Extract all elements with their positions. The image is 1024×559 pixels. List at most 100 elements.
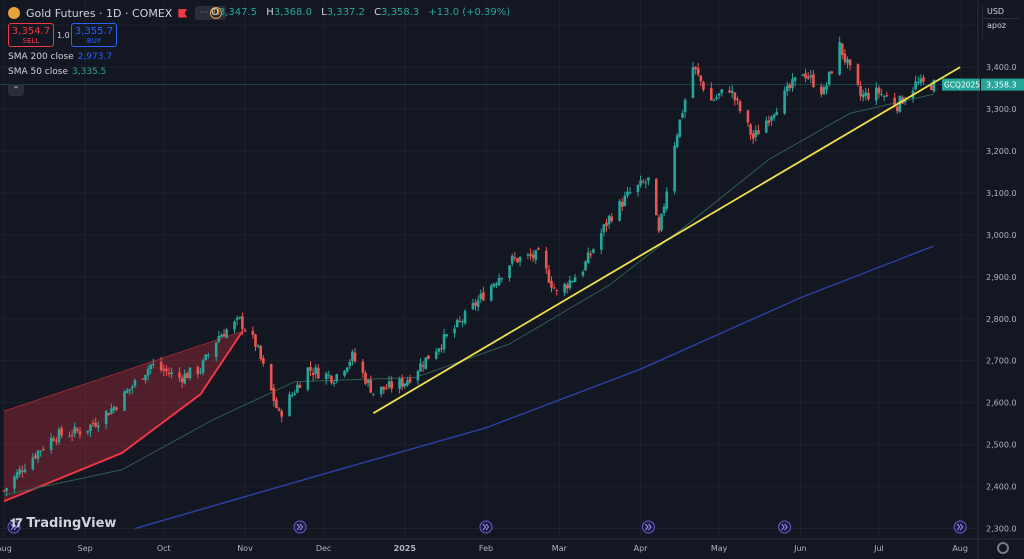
sell-price: 3,354.7 <box>11 26 51 37</box>
candle-body <box>859 86 862 97</box>
candle-body <box>97 425 100 428</box>
x-tick-label: Sep <box>78 544 93 553</box>
sma200-line <box>134 245 935 530</box>
sell-button[interactable]: 3,354.7 SELL <box>8 23 54 47</box>
candle-body <box>471 303 475 309</box>
candle-body <box>259 345 263 360</box>
candle-body <box>152 364 155 366</box>
candle-body <box>885 95 889 97</box>
y-tick-label: 2,600.0 <box>986 399 1017 408</box>
candle-body <box>31 457 35 470</box>
candle-body <box>639 180 642 186</box>
currency-menu[interactable]: USD apoz <box>982 5 1019 39</box>
event-marker-arrows <box>10 523 18 531</box>
candle-body <box>427 355 430 360</box>
candle-body <box>903 99 907 103</box>
high-value: 3,368.0 <box>273 7 312 18</box>
candle-body <box>492 283 496 287</box>
sma50-legend[interactable]: SMA 50 close 3,335.5 <box>8 67 106 77</box>
candle-body <box>314 367 318 374</box>
x-tick-label: Aug <box>952 544 968 553</box>
candle-body <box>73 426 77 434</box>
candle-body <box>736 98 739 101</box>
candle-body <box>893 97 896 106</box>
candle-body <box>767 120 771 123</box>
candle-body <box>783 90 786 114</box>
candle-body <box>584 261 587 271</box>
candle-body <box>180 378 184 383</box>
candle-body <box>749 124 752 135</box>
interval-pill[interactable]: ⋯ D <box>195 6 227 20</box>
candle-body <box>34 455 37 458</box>
candle-body <box>751 133 755 139</box>
candle-body <box>712 99 716 101</box>
candle-body <box>801 74 805 77</box>
candle-body <box>167 373 171 375</box>
sma50-value: 3,335.5 <box>72 67 107 77</box>
tradingview-logo[interactable]: 𝟏𝟕 TradingView <box>10 516 116 531</box>
buy-label: BUY <box>86 37 102 45</box>
candle-body <box>272 388 276 401</box>
sma200-legend[interactable]: SMA 200 close 2,973.7 <box>8 52 112 62</box>
y-tick-label: 2,800.0 <box>986 315 1017 324</box>
candle-body <box>324 373 328 380</box>
wedge-upper-line <box>3 330 243 412</box>
candle-body <box>146 368 150 376</box>
collapse-legend-button[interactable]: ⌃ <box>8 84 24 96</box>
sma200-value: 2,973.7 <box>77 52 113 62</box>
low-label: L <box>321 7 327 18</box>
candle-body <box>589 254 593 256</box>
candle-body <box>317 368 320 379</box>
quantity-value[interactable]: 1.0 <box>57 31 70 40</box>
y-tick-label: 3,300.0 <box>986 105 1017 114</box>
x-tick-label: May <box>711 544 728 553</box>
y-tick-label: 2,400.0 <box>986 483 1017 492</box>
candle-body <box>775 111 779 116</box>
candle-body <box>529 253 532 257</box>
candle-body <box>644 182 648 184</box>
candle-body <box>717 93 721 96</box>
candle-body <box>256 346 260 348</box>
sma50-label: SMA 50 close <box>8 67 68 77</box>
candle-body <box>497 277 501 286</box>
candle-body <box>39 450 42 452</box>
candle-body <box>199 371 202 373</box>
settings-icon[interactable] <box>997 542 1009 554</box>
candle-body <box>895 106 899 111</box>
candle-body <box>660 213 663 231</box>
high-label: H <box>266 7 274 18</box>
flag-icon[interactable] <box>178 8 188 18</box>
candle-body <box>235 317 239 320</box>
symbol-tag-box <box>942 78 980 91</box>
candle-body <box>49 437 53 451</box>
candle-body <box>916 82 920 84</box>
y-tick-label: 3,200.0 <box>986 147 1017 156</box>
change-value: +13.0 (+0.39%) <box>428 7 511 18</box>
candle-body <box>785 85 789 92</box>
candle-body <box>479 293 483 300</box>
candle-body <box>70 434 74 436</box>
candle-body <box>170 372 173 375</box>
x-tick-label: 2025 <box>394 544 417 553</box>
candle-body <box>665 191 669 209</box>
candle-body <box>877 87 881 94</box>
candle-body <box>733 92 737 101</box>
candle-body <box>222 333 226 337</box>
candle-body <box>406 380 409 386</box>
scale-label[interactable]: apoz <box>983 18 1019 32</box>
candle-body <box>571 281 574 283</box>
candle-body <box>18 469 22 474</box>
candle-body <box>675 135 679 147</box>
candle-body <box>696 68 700 75</box>
symbol-title: Gold Futures · 1D · COMEX <box>26 6 173 20</box>
currency-label[interactable]: USD <box>987 7 1005 16</box>
candle-body <box>21 470 24 473</box>
x-tick-label: Feb <box>479 544 493 553</box>
symbol-header[interactable]: Gold Futures · 1D · COMEX ⋯ D <box>8 6 227 20</box>
wedge-fill <box>4 331 243 502</box>
candle-body <box>269 364 273 391</box>
candle-body <box>856 64 860 86</box>
buy-button[interactable]: 3,355.7 BUY <box>71 23 117 47</box>
